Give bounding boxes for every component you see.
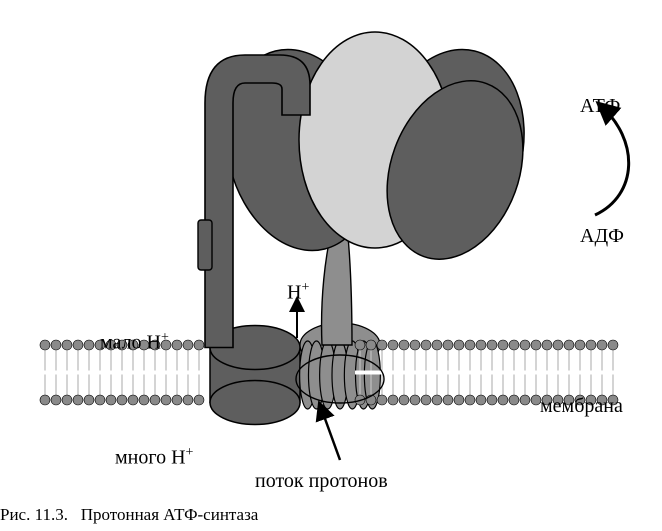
membrane-right bbox=[355, 340, 625, 405]
atp-synthase-diagram bbox=[0, 0, 662, 531]
figure-canvas: АТФ АДФ H+ мало H+ много H+ поток протон… bbox=[0, 0, 662, 531]
figure-caption: Рис. 11.3. Протонная АТФ-синтаза bbox=[0, 505, 258, 525]
membrane-left bbox=[40, 340, 210, 405]
